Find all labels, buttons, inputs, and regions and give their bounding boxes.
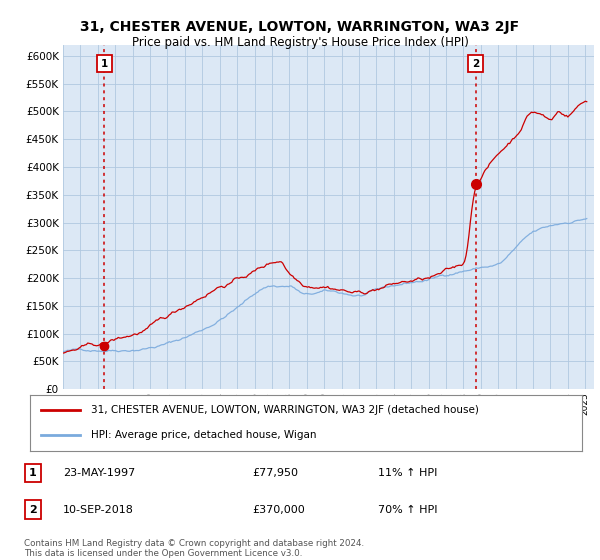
Text: 11% ↑ HPI: 11% ↑ HPI: [378, 468, 437, 478]
Text: Contains HM Land Registry data © Crown copyright and database right 2024.
This d: Contains HM Land Registry data © Crown c…: [24, 539, 364, 558]
Text: £77,950: £77,950: [252, 468, 298, 478]
Text: £370,000: £370,000: [252, 505, 305, 515]
Text: 1: 1: [29, 468, 37, 478]
Text: 10-SEP-2018: 10-SEP-2018: [63, 505, 134, 515]
Text: HPI: Average price, detached house, Wigan: HPI: Average price, detached house, Wiga…: [91, 430, 316, 440]
Text: 31, CHESTER AVENUE, LOWTON, WARRINGTON, WA3 2JF (detached house): 31, CHESTER AVENUE, LOWTON, WARRINGTON, …: [91, 405, 479, 416]
Text: 1: 1: [101, 59, 108, 69]
Text: 31, CHESTER AVENUE, LOWTON, WARRINGTON, WA3 2JF: 31, CHESTER AVENUE, LOWTON, WARRINGTON, …: [80, 20, 520, 34]
Text: 2: 2: [472, 59, 479, 69]
Text: 2: 2: [29, 505, 37, 515]
Text: 70% ↑ HPI: 70% ↑ HPI: [378, 505, 437, 515]
Text: Price paid vs. HM Land Registry's House Price Index (HPI): Price paid vs. HM Land Registry's House …: [131, 36, 469, 49]
Text: 23-MAY-1997: 23-MAY-1997: [63, 468, 135, 478]
